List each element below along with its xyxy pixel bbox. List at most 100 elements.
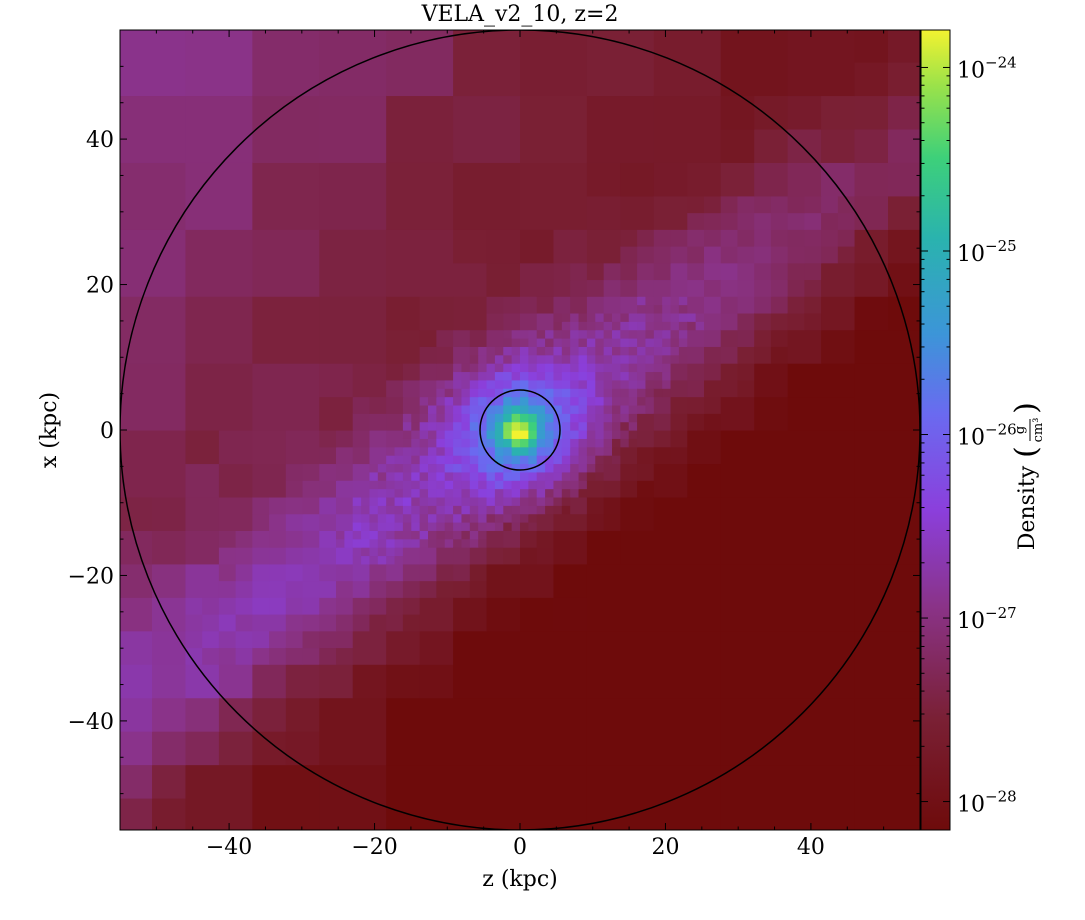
density-cell <box>586 95 655 163</box>
density-cell <box>787 212 805 230</box>
density-cell <box>754 246 772 264</box>
density-cell <box>494 379 504 389</box>
density-cell <box>687 329 705 347</box>
density-cell <box>603 388 613 398</box>
density-cell <box>235 597 253 615</box>
density-cell <box>469 513 479 523</box>
density-cell <box>152 664 187 699</box>
density-cell <box>620 396 630 406</box>
density-cell <box>720 296 739 314</box>
density-cell <box>988 0 1056 29</box>
density-cell <box>536 463 546 473</box>
density-cell <box>319 430 337 448</box>
density-cell <box>670 312 680 322</box>
density-cell <box>628 388 638 398</box>
density-cell <box>285 580 304 598</box>
x-tick-label: 40 <box>797 835 825 860</box>
density-cell <box>319 764 387 830</box>
density-cell <box>453 488 463 498</box>
density-cell <box>478 480 488 490</box>
density-cell <box>888 195 920 230</box>
density-cell <box>553 513 571 531</box>
colorbar <box>920 29 951 831</box>
density-cell <box>536 296 555 314</box>
density-cell <box>0 497 52 565</box>
density-cell <box>120 697 153 732</box>
density-cell <box>486 229 521 264</box>
density-cell <box>821 329 856 364</box>
density-cell <box>637 379 647 389</box>
density-cell <box>411 538 421 548</box>
density-cell <box>0 765 19 799</box>
density-cell <box>478 522 488 531</box>
density-cell <box>721 831 789 899</box>
density-cell <box>536 404 546 414</box>
density-cell <box>988 296 1056 364</box>
density-cell <box>520 764 588 830</box>
density-cell <box>336 430 354 448</box>
density-cell <box>218 530 237 548</box>
density-cell <box>670 413 688 431</box>
density-cell <box>85 597 119 631</box>
density-cell <box>319 480 337 498</box>
density-cell <box>595 354 605 364</box>
density-cell <box>888 95 920 130</box>
density-cell <box>218 647 237 665</box>
density-cell <box>402 530 412 540</box>
density-cell <box>545 471 555 481</box>
density-cell <box>252 614 270 632</box>
density-cell <box>285 563 304 582</box>
density-cell <box>252 563 270 582</box>
density-cell <box>528 346 538 356</box>
density-cell <box>377 488 387 498</box>
density-cell <box>854 30 889 63</box>
density-cell <box>411 413 421 423</box>
density-cell <box>386 413 404 431</box>
density-cell <box>185 697 220 732</box>
density-cell <box>469 371 479 381</box>
density-cell <box>528 471 538 481</box>
density-cell <box>645 354 655 364</box>
density-cell <box>553 455 563 465</box>
density-cell <box>152 597 187 632</box>
density-cell <box>428 396 437 406</box>
density-cell <box>528 329 538 339</box>
density-cell <box>269 530 287 548</box>
density-cell <box>612 455 621 465</box>
density-cell <box>787 496 856 565</box>
density-cell <box>478 421 488 431</box>
density-cell <box>285 513 304 531</box>
density-cell <box>754 95 789 130</box>
density-cell <box>687 279 705 297</box>
density-cell <box>720 379 739 398</box>
density-cell <box>787 697 856 766</box>
density-cell <box>570 321 580 331</box>
density-cell <box>453 513 463 523</box>
density-cell <box>511 513 521 523</box>
density-cell <box>386 430 404 448</box>
density-cell <box>545 346 555 356</box>
density-cell <box>536 438 546 448</box>
density-cell <box>252 296 320 364</box>
density-cell <box>386 162 454 230</box>
density-cell <box>536 430 546 439</box>
density-cell <box>453 496 463 506</box>
density-cell <box>377 538 387 548</box>
density-cell <box>528 363 538 373</box>
density-cell <box>402 363 421 381</box>
density-cell <box>837 229 856 247</box>
density-cell <box>628 379 638 389</box>
density-cell <box>52 731 86 765</box>
density-cell <box>578 388 588 398</box>
density-cell <box>503 379 513 389</box>
density-cell <box>754 128 789 163</box>
density-cell <box>553 346 563 356</box>
density-cell <box>120 95 187 163</box>
density-cell <box>235 614 253 632</box>
density-cell <box>486 262 521 297</box>
density-cell <box>787 296 805 314</box>
density-cell <box>336 647 354 665</box>
density-cell <box>955 196 989 230</box>
density-cell <box>687 195 705 214</box>
density-cell <box>620 363 630 373</box>
